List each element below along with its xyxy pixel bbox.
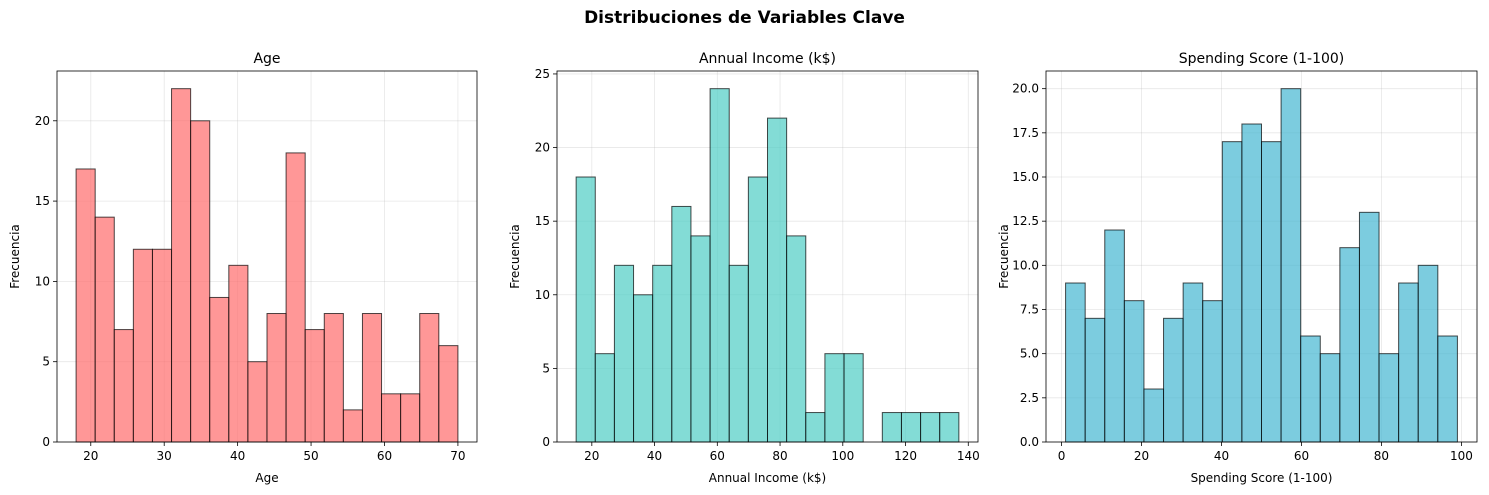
x-tick-label: 60 xyxy=(710,449,725,463)
histogram-bar xyxy=(1437,335,1458,443)
histogram-bar xyxy=(1065,282,1086,443)
x-tick-label: 50 xyxy=(303,449,318,463)
histogram-bar xyxy=(1241,123,1262,443)
axes-frame xyxy=(1045,70,1478,443)
x-axis-label: Spending Score (1-100) xyxy=(1191,471,1333,485)
x-tick-label: 30 xyxy=(157,449,172,463)
histogram-bar xyxy=(1104,229,1125,443)
y-axis-label: Frecuencia xyxy=(508,224,522,289)
y-tick-label: 20 xyxy=(35,114,50,128)
y-tick-label: 15 xyxy=(535,214,550,228)
y-tick-label: 10 xyxy=(35,274,50,288)
histogram-bar xyxy=(1221,141,1243,443)
y-tick-label: 25 xyxy=(535,67,550,81)
histogram-bar xyxy=(1202,300,1223,443)
x-tick-label: 20 xyxy=(83,449,98,463)
y-tick-label: 20.0 xyxy=(1012,82,1039,96)
histogram-bar xyxy=(1182,282,1204,443)
x-tick-label: 0 xyxy=(1058,449,1066,463)
y-tick-label: 12.5 xyxy=(1012,214,1039,228)
y-tick-label: 15.0 xyxy=(1012,170,1039,184)
x-tick-label: 100 xyxy=(831,449,854,463)
x-tick-label: 40 xyxy=(647,449,662,463)
x-tick-label: 60 xyxy=(1294,449,1309,463)
chart-title: Spending Score (1-100) xyxy=(1179,51,1345,67)
axes-frame xyxy=(556,70,979,443)
axes-frame xyxy=(56,70,478,443)
y-axis-label: Frecuencia xyxy=(997,224,1011,289)
histogram-bar xyxy=(1163,317,1184,443)
x-tick-label: 20 xyxy=(1134,449,1149,463)
x-tick-label: 80 xyxy=(772,449,787,463)
histogram-bar xyxy=(1084,317,1106,443)
x-tick-label: 60 xyxy=(377,449,392,463)
x-tick-label: 140 xyxy=(957,449,980,463)
x-tick-label: 120 xyxy=(894,449,917,463)
y-tick-label: 17.5 xyxy=(1012,126,1039,140)
chart-title: Annual Income (k$) xyxy=(699,51,836,67)
histogram-bar xyxy=(1339,247,1360,443)
histogram-bar xyxy=(1398,282,1419,443)
histogram-bar xyxy=(1280,88,1302,443)
x-tick-label: 40 xyxy=(230,449,245,463)
histogram-bar xyxy=(1378,353,1400,443)
figure-title: Distribuciones de Variables Clave xyxy=(584,8,905,28)
x-tick-label: 40 xyxy=(1214,449,1229,463)
y-tick-label: 5 xyxy=(42,355,50,369)
x-tick-label: 70 xyxy=(450,449,465,463)
x-tick-label: 80 xyxy=(1374,449,1389,463)
y-tick-label: 10 xyxy=(535,288,550,302)
y-tick-label: 5.0 xyxy=(1020,347,1039,361)
y-tick-label: 15 xyxy=(35,194,50,208)
histogram-bar xyxy=(1319,353,1341,443)
chart-title: Age xyxy=(253,51,280,67)
y-tick-label: 0 xyxy=(542,435,550,449)
histogram-bar xyxy=(1417,264,1439,443)
y-axis-label: Frecuencia xyxy=(8,224,22,289)
x-axis-label: Annual Income (k$) xyxy=(709,471,826,485)
y-tick-label: 0 xyxy=(42,435,50,449)
x-axis-label: Age xyxy=(255,471,278,485)
y-tick-label: 5 xyxy=(542,361,550,375)
histogram-bar xyxy=(1261,141,1282,443)
y-tick-label: 10.0 xyxy=(1012,258,1039,272)
x-tick-label: 20 xyxy=(584,449,599,463)
y-tick-label: 20 xyxy=(535,141,550,155)
histogram-bar xyxy=(1123,300,1145,443)
x-tick-label: 100 xyxy=(1450,449,1473,463)
histogram-bar xyxy=(1358,211,1380,443)
y-tick-label: 7.5 xyxy=(1020,303,1039,317)
histogram-bar xyxy=(1300,335,1321,443)
histogram-bar xyxy=(1143,388,1165,443)
y-tick-label: 2.5 xyxy=(1020,391,1039,405)
y-tick-label: 0.0 xyxy=(1020,435,1039,449)
